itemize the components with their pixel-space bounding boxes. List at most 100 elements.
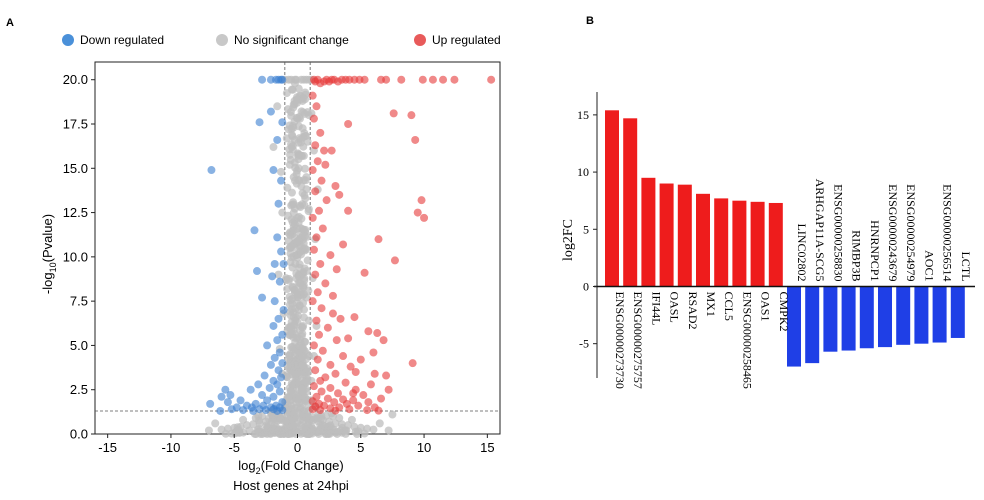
up-point — [418, 75, 427, 84]
up-point — [309, 341, 318, 350]
ns-point — [286, 107, 295, 116]
x-tick-label: -15 — [98, 440, 117, 455]
ns-point — [221, 429, 230, 438]
up-point — [313, 75, 322, 84]
up-point — [326, 360, 335, 369]
down-point — [273, 135, 282, 144]
down-point — [266, 360, 275, 369]
down-point — [273, 406, 282, 415]
up-point — [349, 396, 358, 405]
ns-point — [288, 342, 297, 351]
ns-point — [282, 373, 291, 382]
up-point — [323, 394, 332, 403]
down-point — [275, 387, 284, 396]
legend-label-2: Up regulated — [432, 33, 501, 47]
ns-point — [301, 90, 310, 99]
legend-marker-0 — [62, 34, 74, 46]
bar-y-tick-label: 5 — [583, 222, 589, 236]
up-point — [411, 135, 420, 144]
bar-label: MX1 — [704, 291, 718, 316]
bar-label: CCL5 — [722, 291, 736, 320]
bar-series — [605, 110, 965, 367]
up-point — [330, 398, 339, 407]
ns-point — [301, 397, 310, 406]
y-tick-label: 2.5 — [70, 382, 88, 397]
bar-OASL — [659, 183, 674, 287]
ns-point — [287, 379, 296, 388]
ns-point — [323, 426, 332, 435]
ns-point — [297, 151, 306, 160]
down-point — [216, 406, 225, 415]
ns-point — [294, 84, 303, 93]
up-point — [309, 382, 318, 391]
up-point — [315, 206, 324, 215]
down-point — [277, 176, 286, 185]
up-point — [408, 359, 417, 368]
down-point — [258, 75, 267, 84]
ns-point — [290, 320, 299, 329]
volcano-y-label: -log10(Pvalue) — [40, 214, 58, 294]
ns-point — [297, 107, 306, 116]
up-point — [344, 206, 353, 215]
up-point — [374, 235, 383, 244]
down-point — [268, 272, 277, 281]
bar-y-tick-label: 0 — [583, 279, 589, 293]
ns-point — [304, 207, 313, 216]
ns-point — [249, 420, 258, 429]
y-tick-label: 17.5 — [63, 117, 88, 132]
ns-point — [305, 429, 314, 438]
down-point — [274, 199, 283, 208]
up-point — [344, 334, 353, 343]
ns-point — [289, 123, 298, 132]
up-point — [312, 233, 321, 242]
x-tick-label: 0 — [294, 440, 301, 455]
ns-point — [289, 198, 298, 207]
legend-label-1: No significant change — [234, 33, 349, 47]
bar-RSAD2 — [677, 184, 692, 287]
bar-label: ENSG00000273730 — [613, 291, 627, 388]
ns-point — [269, 143, 278, 152]
ns-point — [375, 419, 384, 428]
up-point — [351, 368, 360, 376]
bar-OAS1 — [750, 201, 765, 287]
ns-point — [211, 419, 220, 428]
y-tick-label: 5.0 — [70, 338, 88, 353]
up-point — [326, 251, 335, 260]
bar-label: ENSG00000258830 — [831, 184, 845, 281]
down-point — [271, 75, 280, 84]
volcano-y-ticks: 0.0 2.5 5.0 7.5 10.0 12.5 15.0 17.5 20.0 — [63, 72, 95, 442]
down-point — [206, 399, 215, 408]
up-point — [318, 346, 327, 355]
bar-RIMBP3B — [841, 286, 856, 351]
down-point — [253, 267, 261, 276]
bar-LINC02802 — [787, 286, 801, 367]
ns-point — [335, 414, 344, 423]
down-point — [274, 366, 283, 375]
bar-label: RSAD2 — [686, 291, 700, 329]
ns-points — [204, 75, 397, 438]
down-point — [223, 398, 232, 407]
bar-ENSG00000254979 — [896, 286, 911, 345]
up-point — [315, 330, 324, 339]
legend-marker-1 — [216, 34, 228, 46]
down-point — [270, 297, 279, 306]
up-point — [339, 352, 348, 361]
down-point — [236, 396, 245, 405]
x-tick-label: -10 — [162, 440, 181, 455]
bar-ENSG00000275757 — [623, 118, 638, 287]
up-point — [379, 336, 388, 345]
bar-label: ENSG00000243679 — [886, 184, 900, 281]
bar-label: CMPK2 — [777, 291, 791, 331]
up-point — [336, 314, 345, 323]
up-point — [413, 208, 422, 217]
y-tick-label: 0.0 — [70, 427, 88, 442]
up-point — [308, 405, 317, 414]
down-point — [261, 406, 270, 415]
ns-point — [284, 274, 293, 283]
ns-point — [285, 229, 294, 238]
ns-point — [384, 426, 393, 435]
up-point — [309, 245, 318, 254]
ns-point — [301, 232, 310, 241]
down-point — [254, 380, 263, 389]
ns-point — [204, 426, 213, 435]
